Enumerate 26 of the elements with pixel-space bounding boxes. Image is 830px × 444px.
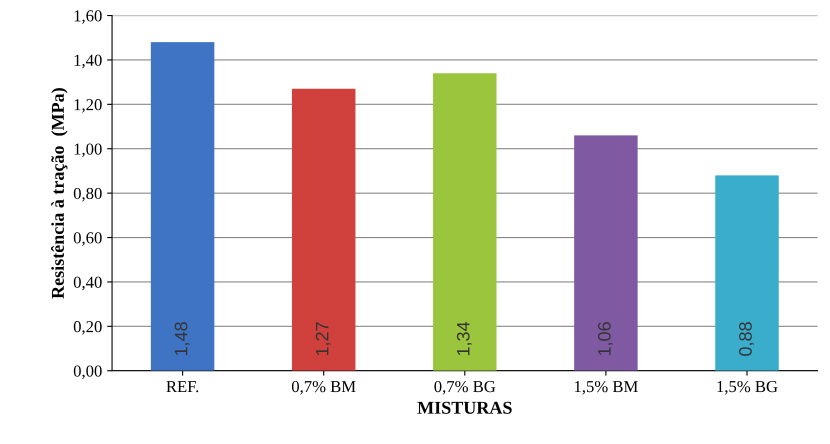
data-label: 1,27 (316, 322, 331, 356)
y-axis-title: Resistência à tração (MPa) (51, 88, 68, 299)
y-tick-label: 0,20 (74, 321, 102, 335)
data-label: 1,48 (174, 322, 190, 356)
y-tick-label: 0,00 (74, 365, 102, 380)
bar (150, 42, 214, 371)
y-tick-label: 1,40 (74, 54, 102, 68)
x-tick-label: 1,5% BM (574, 380, 638, 395)
y-tick-label: 1,00 (74, 143, 102, 158)
x-tick-label: 0,7% BG (434, 380, 496, 395)
y-tick-label: 1,60 (74, 10, 102, 24)
x-tick-label: 1,5% BG (717, 380, 778, 395)
y-tick-label: 0,60 (74, 232, 102, 246)
y-tick-label: 0,40 (74, 276, 102, 290)
data-label: 0,88 (739, 322, 754, 356)
bar (574, 135, 638, 371)
data-label: 1,06 (598, 322, 613, 356)
x-tick-label: 0,7% BM (292, 380, 356, 395)
y-tick-label: 1,20 (74, 99, 102, 113)
y-tick-label: 0,80 (74, 188, 102, 202)
x-axis-title: MISTURAS (417, 402, 512, 414)
x-tick-label: REF. (166, 381, 198, 392)
data-label: 1,34 (456, 322, 472, 356)
bar (433, 73, 497, 371)
bar (715, 175, 779, 371)
bar (292, 88, 356, 371)
